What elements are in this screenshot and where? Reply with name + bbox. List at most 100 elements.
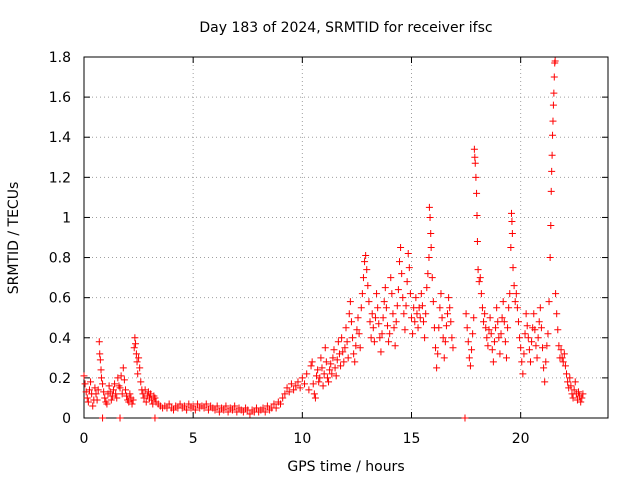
data-point	[222, 402, 230, 410]
data-point	[437, 290, 445, 298]
data-point	[502, 354, 510, 362]
data-point	[550, 89, 558, 97]
data-point	[318, 364, 326, 372]
data-point	[80, 372, 88, 380]
data-point	[121, 386, 129, 394]
data-point	[564, 378, 572, 386]
data-point	[504, 324, 512, 332]
data-point	[323, 374, 331, 382]
data-point	[520, 350, 528, 358]
data-point	[508, 229, 516, 237]
data-point	[292, 382, 300, 390]
data-point	[471, 153, 479, 161]
x-axis-label: GPS time / hours	[287, 459, 404, 475]
data-point	[548, 167, 556, 175]
data-point	[379, 314, 387, 322]
data-point	[355, 330, 363, 338]
data-point	[398, 270, 406, 278]
data-point	[509, 264, 517, 272]
data-point	[468, 346, 476, 354]
data-point	[519, 370, 527, 378]
data-point	[369, 324, 377, 332]
data-point	[571, 378, 579, 386]
data-point	[84, 398, 92, 406]
data-point	[425, 203, 433, 211]
data-point	[487, 330, 495, 338]
data-point	[463, 324, 471, 332]
data-point	[402, 302, 410, 310]
data-point	[328, 370, 336, 378]
data-point	[339, 348, 347, 356]
data-point	[136, 364, 144, 372]
data-point	[575, 388, 583, 396]
data-point	[400, 310, 408, 318]
data-point	[514, 318, 522, 326]
data-point	[501, 338, 509, 346]
data-point	[518, 358, 526, 366]
data-point	[303, 370, 311, 378]
data-point	[368, 310, 376, 318]
data-point	[189, 402, 197, 410]
data-point	[554, 326, 562, 334]
data-point	[285, 388, 293, 396]
data-point	[97, 374, 105, 382]
data-point	[185, 400, 193, 408]
data-point	[105, 382, 113, 390]
data-point	[557, 346, 565, 354]
y-tick-label: 0.2	[49, 371, 71, 387]
x-tick-label: 10	[293, 431, 311, 447]
data-point	[361, 258, 369, 266]
data-point	[539, 344, 546, 352]
data-point	[388, 290, 396, 298]
data-point	[101, 394, 109, 402]
data-point	[406, 290, 414, 298]
data-point	[563, 370, 571, 378]
data-point	[444, 310, 452, 318]
data-point	[570, 386, 578, 394]
y-tick-label: 1	[62, 210, 71, 226]
data-point	[409, 330, 417, 338]
data-point	[357, 304, 365, 312]
data-point	[151, 394, 159, 402]
data-point	[345, 310, 353, 318]
data-point	[381, 284, 389, 292]
data-point	[97, 366, 105, 374]
data-point	[202, 400, 210, 408]
data-point	[151, 414, 159, 422]
data-point	[473, 211, 481, 219]
data-point	[436, 304, 444, 312]
data-point	[231, 402, 239, 410]
data-point	[424, 270, 432, 278]
data-point	[474, 266, 482, 274]
data-point	[137, 378, 145, 386]
data-point	[435, 324, 443, 332]
data-point	[471, 159, 479, 167]
data-point	[513, 304, 521, 312]
data-point	[558, 354, 566, 362]
data-point	[374, 304, 382, 312]
data-point	[322, 358, 330, 366]
data-point	[389, 310, 397, 318]
data-point	[439, 334, 447, 342]
data-point	[119, 364, 127, 372]
data-point	[170, 406, 178, 414]
data-point	[549, 101, 557, 109]
data-point	[461, 414, 469, 422]
data-point	[95, 338, 103, 346]
y-axis-label: SRMTID / TECUs	[6, 182, 22, 295]
data-point	[464, 338, 472, 346]
data-point	[465, 354, 473, 362]
data-point	[375, 320, 383, 328]
data-point	[392, 318, 400, 326]
data-point	[246, 410, 254, 418]
data-point	[500, 318, 508, 326]
data-point	[511, 298, 519, 306]
data-point	[397, 244, 405, 252]
data-point	[117, 372, 125, 380]
data-point	[393, 302, 401, 310]
x-tick-label: 20	[512, 431, 530, 447]
data-point	[327, 360, 335, 368]
data-point	[320, 370, 328, 378]
data-point	[507, 244, 515, 252]
